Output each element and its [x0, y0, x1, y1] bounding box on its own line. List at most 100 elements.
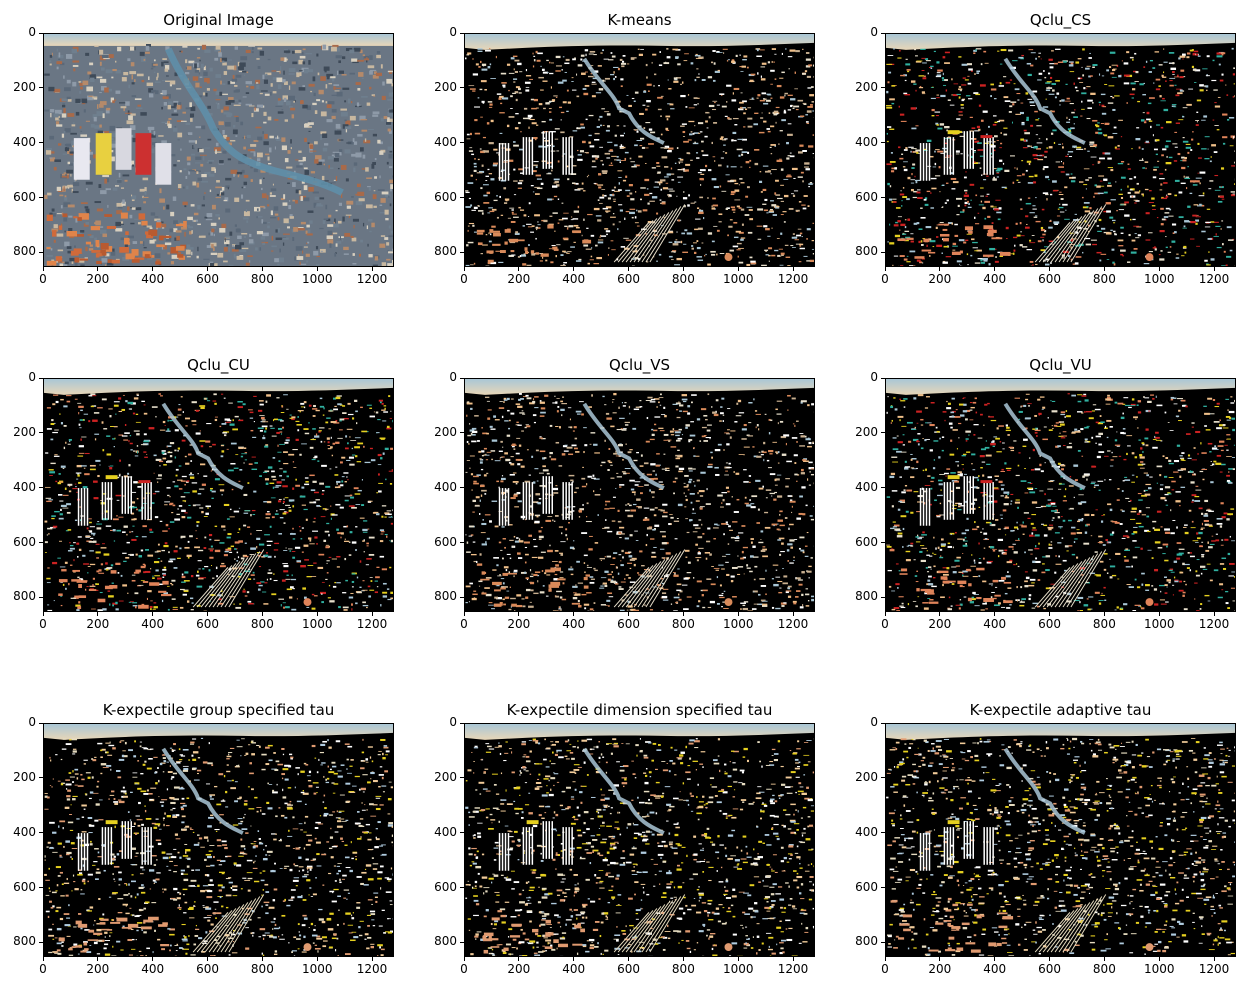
- x-tick-label: 400: [141, 272, 165, 286]
- x-tick: [463, 267, 465, 271]
- x-tick: [463, 612, 465, 616]
- yellow-roof: [947, 475, 960, 480]
- image-content: [886, 34, 1235, 266]
- y-tick-label: 400: [434, 479, 457, 494]
- x-tick-label: 1200: [1198, 272, 1230, 286]
- x-tick-label: 1000: [1143, 272, 1175, 286]
- building: [135, 133, 152, 175]
- x-tick-label: 0: [460, 617, 468, 631]
- image-content: [465, 34, 814, 266]
- y-tick-label: 600: [434, 189, 457, 204]
- x-tick: [573, 267, 575, 271]
- y-tick-label: 400: [434, 134, 457, 149]
- x-tick: [371, 612, 373, 616]
- x-tick-label: 200: [928, 272, 952, 286]
- x-tick: [1049, 957, 1051, 961]
- red-roof: [980, 480, 993, 484]
- river-cluster: [1003, 747, 1086, 835]
- x-tick: [1158, 612, 1160, 616]
- y-tick-label: 600: [13, 879, 36, 894]
- y-tick: [881, 887, 885, 889]
- x-tick-label: 600: [617, 272, 640, 286]
- x-tick-label: 1200: [356, 617, 388, 631]
- image-content: [44, 724, 393, 956]
- x-tick-label: 0: [881, 962, 889, 976]
- x-tick: [994, 267, 996, 271]
- y-tick: [881, 542, 885, 544]
- x-tick: [207, 957, 209, 961]
- y-tick: [881, 432, 885, 434]
- x-tick: [316, 612, 318, 616]
- x-tick-label: 800: [671, 962, 695, 976]
- building: [115, 128, 132, 170]
- background: [465, 724, 814, 956]
- x-tick: [628, 612, 630, 616]
- river-cluster: [161, 402, 244, 490]
- x-tick: [737, 612, 739, 616]
- x-tick: [261, 957, 263, 961]
- y-tick: [881, 596, 885, 598]
- y-tick-label: 800: [855, 934, 878, 949]
- building: [95, 133, 112, 175]
- y-tick: [881, 487, 885, 489]
- x-tick-label: 1000: [1143, 962, 1175, 976]
- y-tick: [460, 832, 464, 834]
- x-tick-label: 800: [671, 617, 695, 631]
- x-tick-label: 1000: [1143, 617, 1175, 631]
- red-roof: [138, 480, 151, 484]
- x-tick: [573, 957, 575, 961]
- x-tick: [884, 612, 886, 616]
- yellow-roof: [105, 820, 118, 825]
- y-tick: [881, 251, 885, 253]
- building: [73, 138, 90, 180]
- x-tick: [261, 612, 263, 616]
- yellow-roof: [947, 820, 960, 825]
- x-tick: [994, 612, 996, 616]
- x-tick: [628, 957, 630, 961]
- y-tick: [881, 377, 885, 379]
- x-tick-label: 800: [250, 272, 274, 286]
- y-tick: [39, 432, 43, 434]
- image-axes: [464, 378, 815, 612]
- y-tick: [881, 197, 885, 199]
- x-tick: [207, 267, 209, 271]
- y-tick-label: 800: [855, 589, 878, 604]
- y-tick: [460, 377, 464, 379]
- y-tick-label: 400: [13, 824, 36, 839]
- image-axes: [885, 33, 1236, 267]
- x-tick-label: 400: [562, 272, 586, 286]
- y-tick-label: 0: [870, 25, 878, 39]
- y-tick-label: 400: [13, 134, 36, 149]
- y-tick: [39, 87, 43, 89]
- x-tick: [371, 267, 373, 271]
- x-tick-label: 400: [983, 272, 1007, 286]
- y-tick: [460, 142, 464, 144]
- x-tick: [682, 612, 684, 616]
- x-tick: [316, 267, 318, 271]
- red-roof: [980, 135, 993, 139]
- y-tick: [39, 596, 43, 598]
- image-content: [465, 724, 814, 956]
- x-tick-label: 800: [1092, 272, 1116, 286]
- x-tick-label: 600: [1038, 962, 1061, 976]
- image-axes: [43, 378, 394, 612]
- panel-title: Qclu_VS: [608, 356, 670, 374]
- x-tick-label: 200: [507, 617, 531, 631]
- x-tick-label: 1000: [301, 272, 333, 286]
- x-tick-label: 400: [562, 962, 586, 976]
- y-tick: [881, 32, 885, 34]
- y-tick-label: 600: [855, 879, 878, 894]
- image-content: [44, 34, 393, 266]
- y-tick-label: 600: [13, 534, 36, 549]
- image-axes: [43, 723, 394, 957]
- x-tick-label: 0: [881, 272, 889, 286]
- x-tick: [42, 267, 44, 271]
- image-content: [465, 379, 814, 611]
- y-tick: [460, 87, 464, 89]
- sky-band: [886, 724, 1235, 740]
- y-tick-label: 800: [855, 244, 878, 259]
- x-tick: [42, 957, 44, 961]
- x-tick-label: 800: [1092, 617, 1116, 631]
- y-tick-label: 0: [449, 25, 457, 39]
- y-tick: [39, 251, 43, 253]
